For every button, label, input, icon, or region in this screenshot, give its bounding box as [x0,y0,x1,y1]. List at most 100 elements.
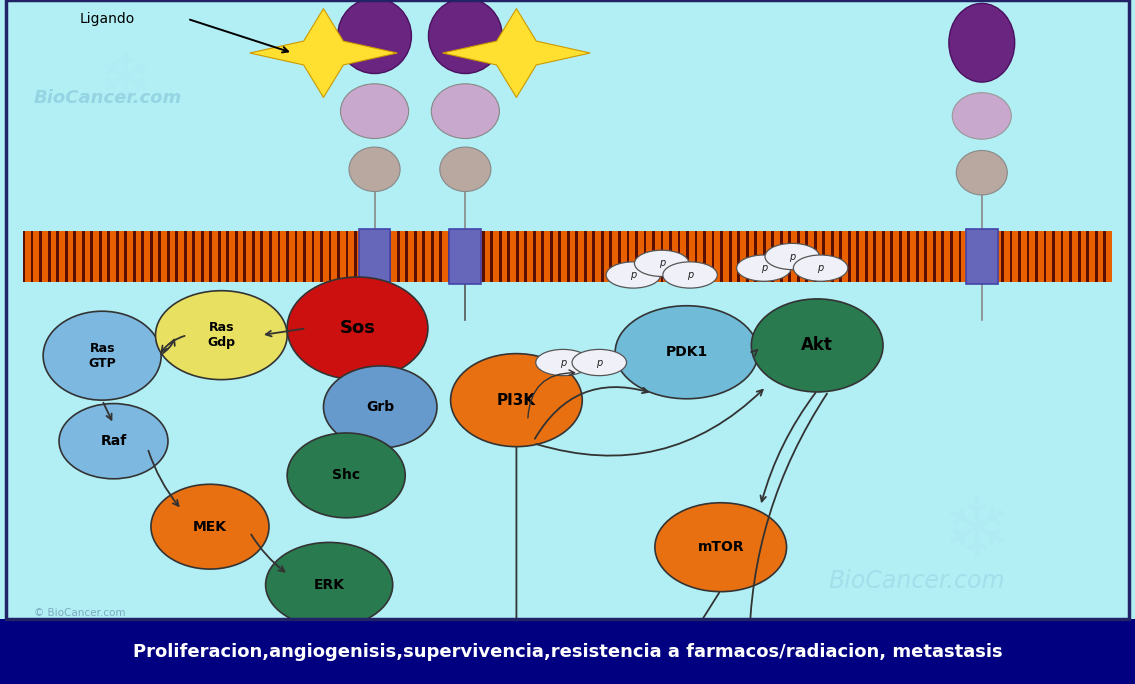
Bar [323,231,329,282]
Text: Sos: Sos [339,319,376,337]
Bar [901,231,907,282]
Bar [638,231,644,282]
Bar [570,231,575,282]
Bar [1088,231,1094,282]
Ellipse shape [451,354,582,447]
Bar [263,231,269,282]
Bar [340,231,346,282]
Ellipse shape [956,150,1008,195]
Bar [536,231,541,282]
Bar [314,231,320,282]
Bar [127,231,133,282]
Bar [927,231,933,282]
Ellipse shape [536,350,590,376]
Bar [799,231,805,282]
Text: Shc: Shc [333,469,360,482]
Ellipse shape [952,93,1011,140]
Bar [365,231,371,282]
Ellipse shape [431,84,499,139]
Bar [212,231,218,282]
Bar [93,231,99,282]
Bar [502,231,507,282]
Bar [842,231,848,282]
Bar [966,228,998,285]
Ellipse shape [737,255,791,281]
Text: p: p [687,270,693,280]
Bar [359,228,390,285]
Bar [782,231,788,282]
Bar [382,231,388,282]
Bar [621,231,627,282]
Ellipse shape [429,0,502,74]
Ellipse shape [663,262,717,288]
Bar [748,231,754,282]
Bar [867,231,873,282]
Ellipse shape [287,277,428,380]
Bar [689,231,695,282]
Text: p: p [760,263,767,273]
Text: BioCancer.com: BioCancer.com [829,569,1006,593]
Bar [25,231,31,282]
Ellipse shape [266,542,393,627]
Bar [477,231,482,282]
Bar [910,231,916,282]
Bar [647,231,651,282]
Bar [85,231,91,282]
Ellipse shape [59,404,168,479]
Bar [833,231,839,282]
Bar [358,231,363,282]
Text: BioCancer.com: BioCancer.com [34,89,183,107]
Bar [255,231,261,282]
Text: mTOR: mTOR [697,540,745,554]
Bar [485,231,490,282]
Bar [136,231,142,282]
Bar [331,231,337,282]
Bar [1071,231,1077,282]
Bar [986,231,992,282]
Polygon shape [250,8,397,98]
Bar [1046,231,1052,282]
Bar [204,231,210,282]
Bar [68,231,74,282]
Bar [859,231,865,282]
Text: p: p [658,259,665,268]
Bar [102,231,108,282]
Bar [944,231,950,282]
Bar [825,231,831,282]
Bar [23,231,1112,282]
Bar [0,619,1135,684]
Text: Ligando: Ligando [79,12,135,26]
Bar [562,231,568,282]
Ellipse shape [350,147,401,192]
Text: © BioCancer.com: © BioCancer.com [34,607,126,618]
Bar [655,231,661,282]
Bar [553,231,558,282]
Bar [1012,231,1018,282]
Bar [918,231,924,282]
Bar [884,231,890,282]
Bar [238,231,244,282]
Bar [545,231,550,282]
Ellipse shape [765,244,819,269]
Bar [680,231,686,282]
Bar [449,228,481,285]
Bar [706,231,712,282]
Bar [426,231,431,282]
Bar [969,231,975,282]
Bar [1003,231,1009,282]
Text: p: p [789,252,796,261]
Bar [587,231,592,282]
Bar [400,231,405,282]
Text: Akt: Akt [801,337,833,354]
Text: MEK: MEK [193,520,227,534]
Bar [579,231,585,282]
Text: PDK1: PDK1 [665,345,708,359]
Bar [417,231,422,282]
Bar [246,231,252,282]
Text: p: p [817,263,824,273]
Bar [791,231,797,282]
Ellipse shape [287,433,405,518]
Text: ❄: ❄ [96,49,153,115]
Ellipse shape [338,0,411,74]
Bar [187,231,193,282]
